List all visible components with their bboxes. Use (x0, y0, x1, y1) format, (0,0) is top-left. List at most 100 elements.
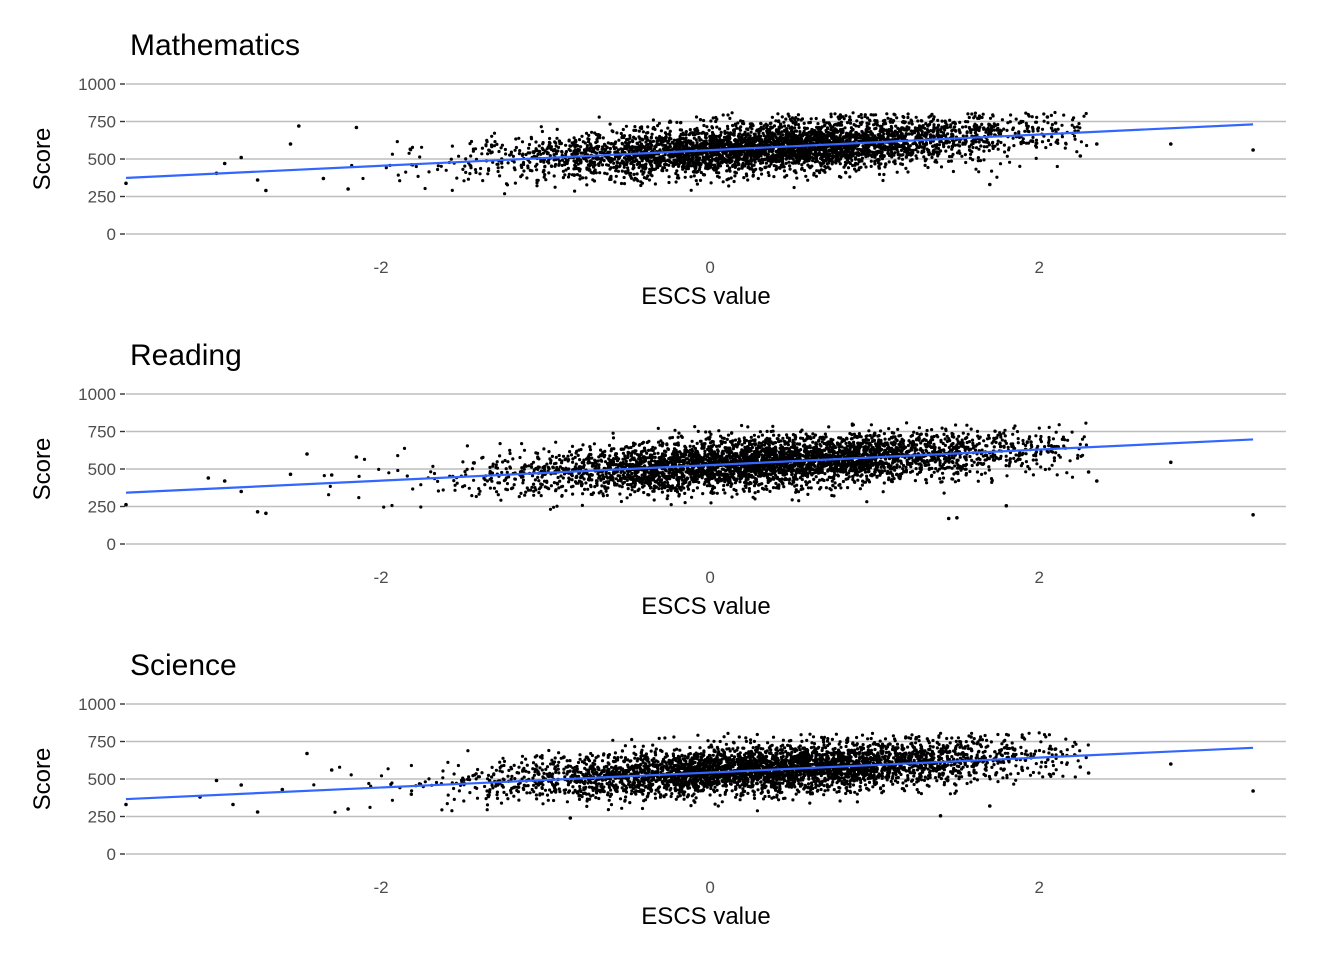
data-point (1035, 458, 1038, 461)
data-point (593, 170, 596, 173)
data-point (660, 136, 663, 139)
data-point (846, 121, 849, 124)
data-point (897, 145, 900, 148)
data-point (840, 152, 843, 155)
data-point (827, 152, 830, 155)
data-point (763, 124, 766, 127)
data-point (872, 113, 875, 116)
data-point (507, 161, 510, 164)
x-tick-label: -2 (373, 258, 388, 277)
data-point (1032, 130, 1035, 133)
data-point (542, 169, 545, 172)
data-point (450, 158, 453, 161)
data-point (742, 176, 745, 179)
data-point (979, 144, 982, 147)
data-point (1035, 139, 1038, 142)
data-point (648, 161, 651, 164)
data-point (705, 132, 708, 135)
data-point (905, 129, 908, 132)
data-point (870, 160, 873, 163)
data-point (833, 112, 836, 115)
data-point (835, 128, 838, 131)
data-point (535, 184, 538, 187)
data-point (974, 131, 977, 134)
data-point (687, 156, 690, 159)
data-point (795, 155, 798, 158)
data-point (874, 127, 877, 130)
data-point (685, 133, 688, 136)
data-point (965, 140, 968, 143)
data-point (778, 126, 781, 129)
data-point (1051, 123, 1054, 126)
data-point (391, 153, 394, 156)
data-point (463, 165, 466, 168)
data-point (608, 159, 611, 162)
data-point (626, 138, 629, 141)
data-point (966, 120, 969, 123)
data-point (809, 121, 812, 124)
data-point (675, 144, 678, 147)
data-point (692, 133, 695, 136)
data-point (1005, 459, 1008, 462)
data-point (941, 427, 944, 430)
data-point (1012, 137, 1015, 140)
data-point (634, 158, 637, 161)
data-point (1079, 154, 1083, 158)
data-point (614, 142, 617, 145)
data-point (577, 158, 580, 161)
data-point (800, 485, 803, 488)
data-point (636, 179, 639, 182)
data-point (794, 169, 797, 172)
data-point (497, 170, 500, 173)
data-point (793, 151, 796, 154)
data-point (980, 123, 983, 126)
data-point (801, 134, 804, 137)
data-point (598, 116, 601, 119)
data-point (789, 168, 792, 171)
data-point (725, 135, 728, 138)
data-point (790, 130, 793, 133)
data-point (575, 144, 578, 147)
data-point (922, 155, 925, 158)
data-point (733, 174, 736, 177)
data-point (864, 471, 867, 474)
data-point (935, 145, 938, 148)
data-point (837, 122, 840, 125)
data-point (703, 131, 706, 134)
data-point (1062, 114, 1065, 117)
data-point (355, 126, 359, 130)
data-point (816, 132, 819, 135)
data-point (1015, 118, 1018, 121)
data-point (716, 492, 719, 495)
data-point (997, 140, 1000, 143)
data-point (899, 153, 902, 156)
data-point (695, 144, 698, 147)
data-point (440, 165, 443, 168)
data-point (940, 126, 943, 129)
data-point (461, 168, 464, 171)
data-point (775, 154, 778, 157)
data-point (734, 155, 737, 158)
data-point (901, 158, 904, 161)
data-point (710, 181, 713, 184)
data-point (628, 134, 631, 137)
data-point (534, 140, 537, 143)
data-point (745, 172, 748, 175)
scatter-points (124, 421, 1255, 520)
data-point (591, 178, 594, 181)
data-point (726, 155, 729, 158)
data-point (590, 131, 593, 134)
data-point (815, 156, 818, 159)
data-point (499, 442, 502, 445)
data-point (864, 152, 867, 155)
data-point (964, 161, 967, 164)
data-point (990, 125, 993, 128)
data-point (779, 136, 782, 139)
data-point (595, 152, 598, 155)
data-point (585, 183, 588, 186)
data-point (622, 128, 625, 131)
data-point (746, 128, 749, 131)
data-point (948, 155, 951, 158)
data-point (553, 148, 556, 151)
